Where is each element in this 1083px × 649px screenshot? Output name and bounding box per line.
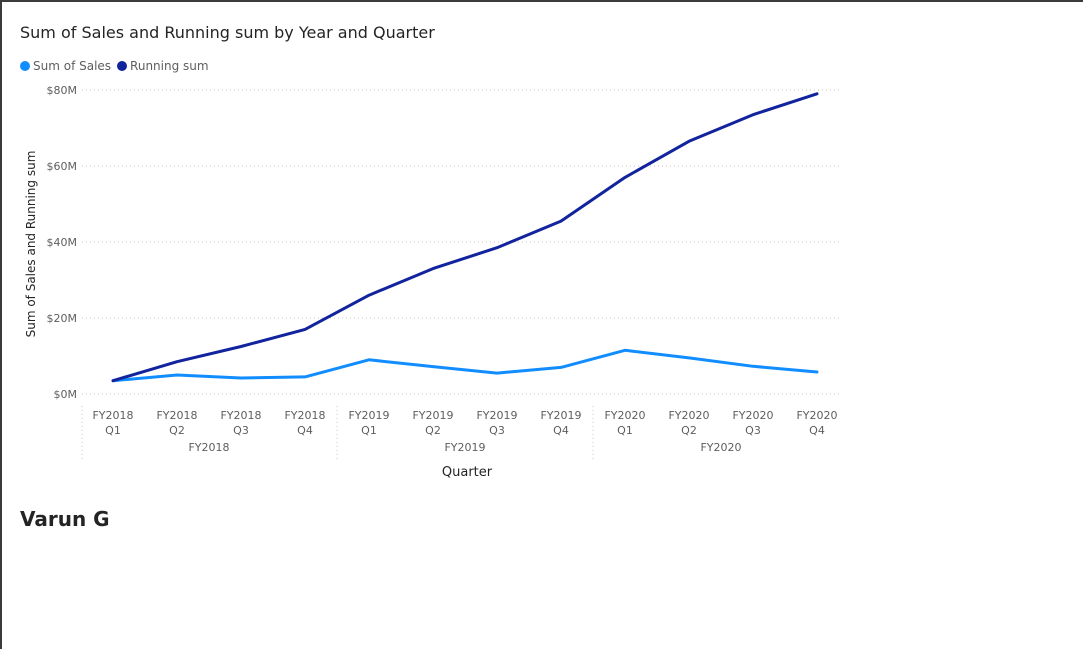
x-tick-label-year: FY2019: [348, 409, 389, 422]
x-tick-label-year: FY2020: [796, 409, 837, 422]
x-tick-label-year: FY2018: [156, 409, 197, 422]
legend-marker-running-sum: [117, 61, 128, 71]
y-tick-label: $0M: [54, 388, 78, 401]
x-tick-label-quarter: Q2: [681, 424, 697, 437]
x-tick-label-quarter: Q4: [809, 424, 825, 437]
y-tick-label: $20M: [47, 312, 78, 325]
x-tick-label-year: FY2019: [412, 409, 453, 422]
x-tick-label-quarter: Q1: [617, 424, 633, 437]
legend-label-running-sum: Running sum: [130, 59, 209, 73]
x-tick-label-year: FY2018: [220, 409, 261, 422]
x-tick-label-quarter: Q4: [553, 424, 569, 437]
x-tick-label-year: FY2020: [668, 409, 709, 422]
y-tick-label: $60M: [47, 160, 78, 173]
x-tick-label-quarter: Q4: [297, 424, 313, 437]
x-tick-label-quarter: Q3: [233, 424, 249, 437]
x-group-label: FY2018: [188, 441, 229, 454]
x-tick-label-quarter: Q3: [745, 424, 761, 437]
y-tick-label: $40M: [47, 236, 78, 249]
series-line-sum-of-sales: [111, 348, 819, 383]
x-group-label: FY2020: [700, 441, 741, 454]
x-tick-label-year: FY2020: [732, 409, 773, 422]
x-tick-label-quarter: Q3: [489, 424, 505, 437]
x-tick-label-year: FY2020: [604, 409, 645, 422]
x-tick-label-year: FY2019: [540, 409, 581, 422]
legend-label-sum-of-sales: Sum of Sales: [33, 59, 112, 73]
frame-top-border: [0, 0, 1083, 2]
chart-title: Sum of Sales and Running sum by Year and…: [20, 23, 435, 42]
x-tick-label-year: FY2018: [92, 409, 133, 422]
x-tick-label-quarter: Q2: [169, 424, 185, 437]
author-name: Varun G: [20, 507, 110, 531]
y-axis-title: Sum of Sales and Running sum: [24, 151, 38, 338]
x-tick-label-quarter: Q1: [361, 424, 377, 437]
legend-item-running-sum[interactable]: Running sum: [117, 59, 209, 73]
series-line-running-sum: [111, 92, 819, 383]
chart-legend: Sum of Sales Running sum: [20, 58, 215, 74]
legend-item-sum-of-sales[interactable]: Sum of Sales: [20, 59, 111, 73]
y-tick-label: $80M: [47, 84, 78, 97]
x-tick-label-year: FY2018: [284, 409, 325, 422]
x-tick-label-quarter: Q1: [105, 424, 121, 437]
x-tick-label-year: FY2019: [476, 409, 517, 422]
x-group-label: FY2019: [444, 441, 485, 454]
frame-left-border: [0, 0, 2, 649]
x-tick-label-quarter: Q2: [425, 424, 441, 437]
legend-marker-sum-of-sales: [20, 61, 30, 71]
x-axis-title: Quarter: [442, 465, 493, 480]
